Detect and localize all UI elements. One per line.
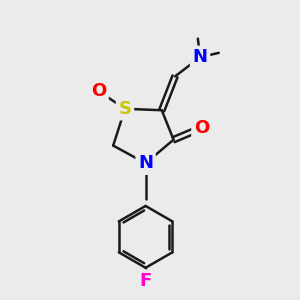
Text: N: N [193, 48, 208, 66]
Text: F: F [140, 272, 152, 290]
Text: N: N [138, 154, 153, 172]
Text: S: S [118, 100, 131, 118]
Text: O: O [91, 82, 106, 100]
Text: O: O [194, 119, 209, 137]
